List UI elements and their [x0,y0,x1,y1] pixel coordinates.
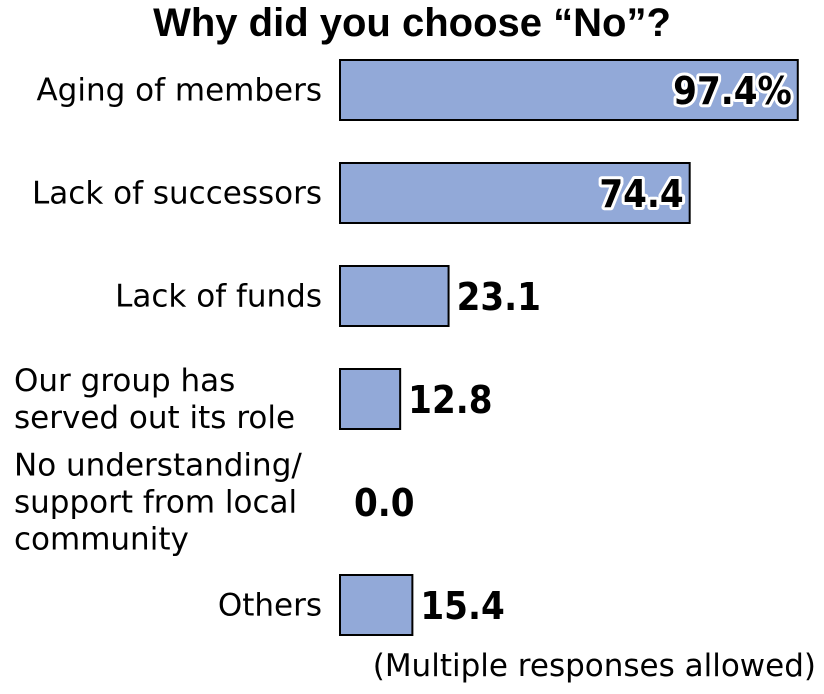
category-label: No understanding/support from local commu… [14,447,302,557]
value-label: 97.4% [673,69,792,113]
bar [339,574,414,636]
bar [339,265,450,327]
value-label: 74.4 [599,172,683,216]
footnote: (Multiple responses allowed) [372,648,816,684]
value-label: 12.8 [408,378,492,422]
value-label: 23.1 [457,275,541,319]
category-label: Lack of successors [32,175,322,211]
bar [339,368,402,430]
value-label: 15.4 [420,584,504,628]
bar [339,162,691,224]
category-label: Aging of members [36,72,322,108]
category-label: Lack of funds [115,278,322,314]
category-label: Others [218,587,322,623]
category-label: Our group has served out its role [14,363,295,436]
bar [339,59,799,121]
chart-title: Why did you choose “No”? [153,1,671,45]
value-label: 0.0 [354,481,415,525]
